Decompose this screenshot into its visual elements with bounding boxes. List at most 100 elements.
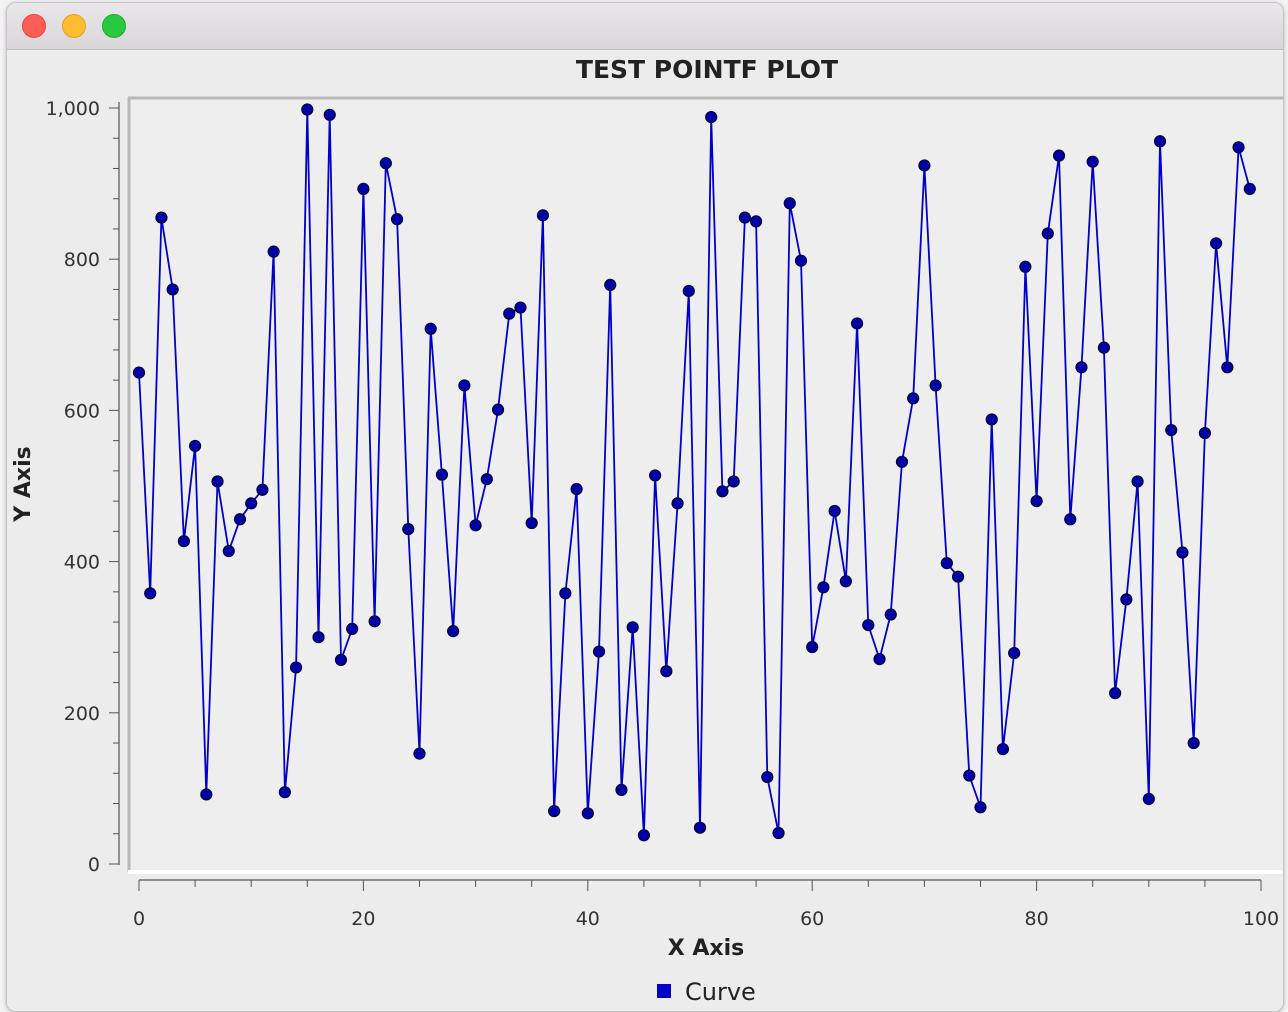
data-point [132, 366, 146, 379]
data-point [289, 661, 303, 674]
data-point [211, 475, 224, 488]
window-titlebar[interactable] [7, 3, 1283, 50]
data-point [1187, 736, 1200, 750]
data-point [626, 621, 639, 634]
data-point [615, 783, 628, 797]
y-tick-label: 1,000 [46, 98, 100, 120]
data-point [1165, 423, 1178, 437]
data-point [233, 513, 247, 526]
data-point [1142, 792, 1155, 806]
x-tick-label: 20 [351, 908, 375, 930]
data-point [974, 801, 987, 814]
data-point [918, 159, 931, 172]
data-point [346, 622, 359, 635]
data-point [379, 157, 392, 170]
y-tick-label: 800 [64, 249, 100, 271]
line-chart: TEST POINTF PLOT 0 200 400 600 800 1,000 0 20 4… [11, 55, 1283, 1006]
data-point [1131, 475, 1144, 488]
data-point [402, 522, 415, 536]
data-point [895, 455, 909, 468]
data-point [1243, 182, 1256, 195]
legend: Curve [657, 978, 756, 1006]
data-point [548, 804, 561, 818]
data-point [862, 619, 875, 632]
data-point [222, 544, 235, 558]
data-point [907, 392, 920, 405]
data-point [1120, 593, 1133, 606]
data-point [850, 317, 864, 330]
data-point [570, 482, 583, 496]
data-point [716, 485, 729, 498]
data-point [996, 742, 1010, 756]
data-point [649, 469, 662, 482]
data-point [469, 519, 482, 532]
data-point [514, 301, 527, 314]
data-point [985, 413, 998, 426]
data-point [503, 307, 516, 320]
data-point [839, 575, 852, 588]
data-point [682, 284, 695, 298]
data-point [963, 769, 976, 782]
minimize-window-button[interactable] [62, 14, 86, 38]
x-tick-label: 0 [133, 908, 145, 930]
data-point [738, 211, 751, 224]
series-line [138, 108, 1251, 837]
data-point [828, 504, 841, 518]
close-window-button[interactable] [22, 14, 46, 38]
data-point [447, 625, 460, 638]
data-point [671, 497, 684, 510]
data-point [301, 103, 314, 116]
x-tick-label: 80 [1025, 908, 1049, 930]
chart-panel: TEST POINTF PLOT 0 200 400 600 800 1,000 0 20 4… [7, 50, 1283, 1011]
data-point [637, 829, 651, 842]
data-point [390, 213, 404, 226]
data-point [929, 379, 942, 392]
data-point [940, 557, 953, 570]
data-point [1232, 141, 1245, 154]
data-point [1052, 149, 1066, 162]
y-tick-label: 600 [64, 400, 100, 422]
data-point [884, 608, 897, 621]
data-point [592, 645, 606, 658]
x-axis-ticks: 0 20 40 60 80 100 [133, 880, 1279, 930]
y-tick-label: 200 [64, 703, 100, 725]
data-point [1030, 495, 1043, 508]
data-point [458, 379, 471, 392]
data-point [1075, 361, 1088, 374]
data-point [1109, 687, 1122, 700]
legend-swatch-curve [657, 984, 671, 998]
x-tick-label: 100 [1243, 908, 1279, 930]
data-point [155, 211, 168, 224]
data-point [1064, 513, 1077, 526]
x-tick-label: 60 [800, 908, 824, 930]
data-point [1210, 237, 1223, 250]
data-point [323, 108, 336, 121]
series-curve [132, 103, 1256, 842]
app-window: TEST POINTF PLOT 0 200 400 600 800 1,000 0 20 4… [6, 2, 1284, 1012]
x-tick-label: 40 [576, 908, 600, 930]
data-point [806, 640, 819, 654]
data-point [1153, 135, 1167, 148]
data-point [536, 209, 550, 222]
data-point [166, 283, 179, 296]
data-point [873, 653, 886, 666]
data-point [1097, 341, 1111, 354]
data-point [727, 475, 740, 488]
data-point [705, 110, 718, 124]
data-point [1086, 155, 1099, 168]
y-axis-ticks: 0 200 400 600 800 1,000 [46, 98, 119, 876]
data-point [794, 254, 808, 267]
data-point [144, 587, 157, 600]
y-axis-label: Y Axis [11, 446, 36, 522]
data-point [1176, 546, 1189, 559]
data-point [604, 278, 617, 292]
data-point [772, 826, 785, 840]
data-point [357, 182, 370, 195]
data-point [491, 403, 505, 416]
data-point [267, 245, 280, 258]
data-point [312, 631, 325, 644]
data-point [951, 570, 965, 583]
data-point [660, 665, 673, 678]
data-point [424, 322, 437, 335]
zoom-window-button[interactable] [102, 14, 126, 38]
